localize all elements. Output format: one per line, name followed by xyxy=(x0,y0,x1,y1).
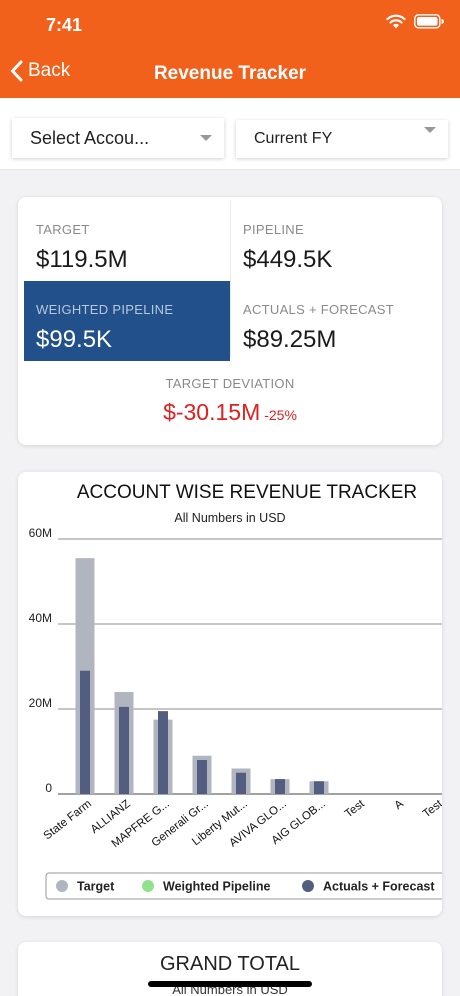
chart-legend xyxy=(45,872,442,900)
actuals-forecast-kpi: ACTUALS + FORECAST $89.25M xyxy=(231,281,437,361)
chevron-down-icon xyxy=(424,127,436,133)
status-icons xyxy=(386,14,444,29)
pipeline-value: $449.5K xyxy=(243,246,333,273)
bar-actuals-forecast xyxy=(275,779,285,794)
legend-swatch xyxy=(56,880,68,892)
y-tick-label: 20M xyxy=(29,696,52,710)
chevron-left-icon xyxy=(11,60,23,82)
x-tick-label: State Farm xyxy=(42,798,94,842)
deviation-value: $-30.15M xyxy=(163,399,261,425)
wifi-icon xyxy=(386,14,406,29)
grand-total-title: GRAND TOTAL xyxy=(159,953,301,975)
period-select[interactable]: Current FY xyxy=(236,120,448,158)
account-select[interactable]: Select Accou... xyxy=(12,118,224,158)
bar-actuals-forecast xyxy=(236,772,246,794)
weighted-pipeline-kpi: WEIGHTED PIPELINE $99.5K xyxy=(24,281,230,361)
pipeline-label: PIPELINE xyxy=(243,222,304,237)
filter-bar: Select Accou... Current FY xyxy=(0,98,460,170)
x-tick-label: Test xyxy=(343,797,368,820)
target-label: TARGET xyxy=(36,222,90,237)
weighted-pipeline-label: WEIGHTED PIPELINE xyxy=(36,302,174,317)
grand-total-card: GRAND TOTAL All Numbers in USD xyxy=(18,942,442,996)
summary-card: TARGET $119.5M PIPELINE $449.5K WEIGHTED… xyxy=(18,197,442,445)
legend-label: Weighted Pipeline xyxy=(163,880,270,894)
kpi-divider xyxy=(230,201,231,357)
actuals-forecast-value: $89.25M xyxy=(243,326,337,353)
chevron-down-icon xyxy=(200,135,212,141)
page-title: Revenue Tracker xyxy=(153,63,307,84)
y-tick-label: 40M xyxy=(29,611,52,625)
legend-swatch xyxy=(142,880,154,892)
target-kpi: TARGET $119.5M xyxy=(24,201,230,281)
y-tick-label: 60M xyxy=(29,526,52,540)
deviation-label: TARGET DEVIATION xyxy=(165,376,295,391)
bar-actuals-forecast xyxy=(314,781,324,794)
account-select-value: Select Accou... xyxy=(30,128,150,148)
back-label: Back xyxy=(28,60,71,81)
period-select-value: Current FY xyxy=(254,130,333,147)
bar-actuals-forecast xyxy=(119,706,129,794)
target-value: $119.5M xyxy=(36,246,128,273)
weighted-pipeline-value: $99.5K xyxy=(36,326,113,353)
x-tick-label: A xyxy=(392,798,406,812)
bar-actuals-forecast xyxy=(197,760,207,794)
legend-swatch xyxy=(302,880,314,892)
revenue-chart-card: ACCOUNT WISE REVENUE TRACKER All Numbers … xyxy=(18,472,442,916)
back-button[interactable]: Back xyxy=(10,60,70,82)
home-indicator xyxy=(148,981,312,987)
pipeline-kpi: PIPELINE $449.5K xyxy=(231,201,437,281)
bar-actuals-forecast xyxy=(80,670,90,794)
x-tick-label: Test xyxy=(421,797,442,820)
y-tick-label: 0 xyxy=(45,781,52,795)
app-header: 7:41 Back Revenue Tracker xyxy=(0,0,460,98)
bar-actuals-forecast xyxy=(158,711,168,794)
chart-subtitle: All Numbers in USD xyxy=(174,511,285,525)
status-time: 7:41 xyxy=(46,15,83,35)
battery-icon xyxy=(414,14,444,29)
legend-label: Actuals + Forecast xyxy=(323,880,435,894)
revenue-chart: ACCOUNT WISE REVENUE TRACKER All Numbers … xyxy=(29,482,442,900)
legend-label: Target xyxy=(77,880,115,894)
actuals-forecast-label: ACTUALS + FORECAST xyxy=(243,302,394,317)
deviation-percent: -25% xyxy=(264,407,297,423)
deviation-readout: $-30.15M -25% xyxy=(18,399,442,426)
chart-title: ACCOUNT WISE REVENUE TRACKER xyxy=(77,482,417,503)
